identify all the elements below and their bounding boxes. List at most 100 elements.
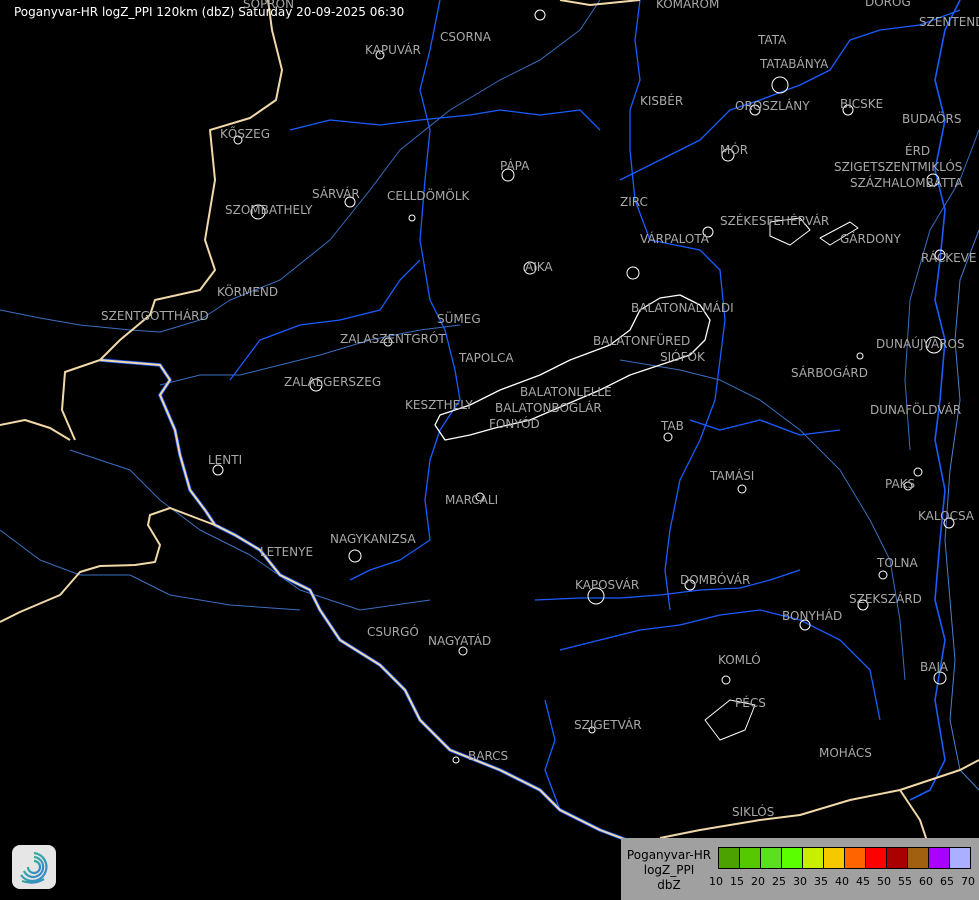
legend-tick-label: 65	[940, 875, 954, 888]
legend-swatch	[908, 848, 929, 868]
county-line	[0, 529, 301, 611]
town-label: PAKS	[885, 477, 916, 491]
county-line	[159, 324, 461, 386]
town-label: KALOCSA	[918, 509, 974, 523]
town-label: CELLDÖMÖLK	[387, 189, 470, 203]
town-label: SZIGETVÁR	[574, 718, 642, 732]
spiral-logo-icon	[12, 845, 56, 889]
town-label: TAPOLCA	[459, 351, 514, 365]
legend-swatch	[782, 848, 803, 868]
legend-swatch	[845, 848, 866, 868]
town-label: SZÁZHALOMBATTA	[850, 176, 963, 190]
town-label: SOPRON	[243, 0, 295, 11]
town-label: BALATONFÜRED	[593, 334, 691, 348]
town-label: KŐSZEG	[220, 127, 271, 141]
town-label: VÁRPALOTA	[640, 232, 709, 246]
town-label: BICSKE	[840, 97, 884, 111]
legend-tick-label: 60	[919, 875, 933, 888]
town-label: TAB	[661, 419, 684, 433]
town-label: KÖRMEND	[217, 285, 279, 299]
legend-tick-label: 40	[835, 875, 849, 888]
legend-color-bar	[718, 847, 971, 869]
legend-tick-label: 55	[898, 875, 912, 888]
town-label: ZALAEGERSZEG	[284, 375, 382, 389]
legend-tick-label: 20	[751, 875, 765, 888]
river-line	[349, 0, 461, 581]
town-label: FONYÓD	[489, 417, 540, 431]
town-label: TATA	[758, 33, 787, 47]
river-line	[229, 259, 421, 381]
town-label: TAMÁSI	[710, 469, 755, 483]
town-label: OROSZLÁNY	[735, 99, 810, 113]
town-outlines	[212, 9, 955, 764]
town-label: BUDAÖRS	[902, 112, 962, 126]
legend-tick-label: 35	[814, 875, 828, 888]
danube-river	[944, 229, 979, 791]
danube-river	[909, 0, 961, 801]
country-border	[99, 358, 641, 847]
legend-swatch	[740, 848, 761, 868]
town-label: DUNAFÖLDVÁR	[870, 403, 962, 417]
legend-swatch	[719, 848, 740, 868]
country-border	[0, 507, 221, 623]
town-label: MÓR	[720, 143, 749, 157]
country-border	[61, 0, 283, 441]
town-label: MARCALI	[445, 493, 499, 507]
town-label: DOROG	[865, 0, 911, 9]
country-border	[99, 359, 641, 846]
town-label: CSORNA	[440, 30, 491, 44]
town-label: SÜMEG	[437, 312, 481, 326]
river-line	[289, 109, 601, 131]
legend-product: logZ_PPI	[643, 863, 695, 877]
legend-tick-label: 10	[709, 875, 723, 888]
river-line	[544, 699, 561, 811]
legend-tick-label: 70	[961, 875, 975, 888]
town-label: BALATONLELLE	[520, 385, 612, 399]
town-label: KAPUVÁR	[365, 43, 421, 57]
river-line	[559, 609, 881, 721]
town-label: SZENTGOTTHÁRD	[101, 309, 209, 323]
legend-unit: dbZ	[657, 878, 681, 892]
river-line	[629, 0, 726, 611]
town-label: AJKA	[525, 260, 553, 274]
town-label: GÁRDONY	[840, 232, 901, 246]
town-label: SZIGETSZENTMIKLÓS	[834, 160, 963, 174]
legend-tick-label: 15	[730, 875, 744, 888]
town-label: SIKLÓS	[732, 805, 775, 819]
town-label: SÁRBOGÁRD	[791, 366, 868, 380]
legend-tick-label: 50	[877, 875, 891, 888]
county-line	[0, 0, 601, 333]
county-line	[69, 449, 431, 611]
country-border	[559, 0, 641, 6]
legend-swatch	[761, 848, 782, 868]
town-label: SZEKSZÁRD	[849, 592, 922, 606]
legend-swatch	[866, 848, 887, 868]
town-label: PÁPA	[500, 159, 530, 173]
town-label: ÉRD	[905, 144, 931, 158]
town-label: BAJA	[920, 660, 948, 674]
town-label: KISBÉR	[640, 94, 684, 108]
legend-swatch	[824, 848, 845, 868]
town-label: NAGYKANIZSA	[330, 532, 416, 546]
legend-radar-name: Poganyvar-HR	[626, 848, 712, 862]
town-label: BONYHÁD	[782, 609, 843, 623]
legend-tick-label: 45	[856, 875, 870, 888]
town-label: KOMÁROM	[656, 0, 720, 11]
radar-title: Poganyvar-HR logZ_PPI 120km (dbZ) Saturd…	[14, 5, 405, 19]
town-label: ZIRC	[620, 195, 648, 209]
town-label: SZENTENDRE	[919, 15, 979, 29]
town-label: TATABÁNYA	[760, 57, 829, 71]
town-label: KESZTHELY	[405, 398, 473, 412]
legend-swatch	[887, 848, 908, 868]
legend-tick-label: 25	[772, 875, 786, 888]
town-label: RÁCKEVE	[921, 251, 977, 265]
country-border	[659, 759, 979, 839]
town-label: KOMLÓ	[718, 653, 761, 667]
town-label: SIÓFOK	[660, 350, 705, 364]
town-label: BALATONALMÁDI	[631, 301, 734, 315]
town-label: SÁRVÁR	[312, 187, 360, 201]
legend-swatch	[803, 848, 824, 868]
legend-label: Poganyvar-HR logZ_PPI dbZ	[621, 848, 717, 893]
